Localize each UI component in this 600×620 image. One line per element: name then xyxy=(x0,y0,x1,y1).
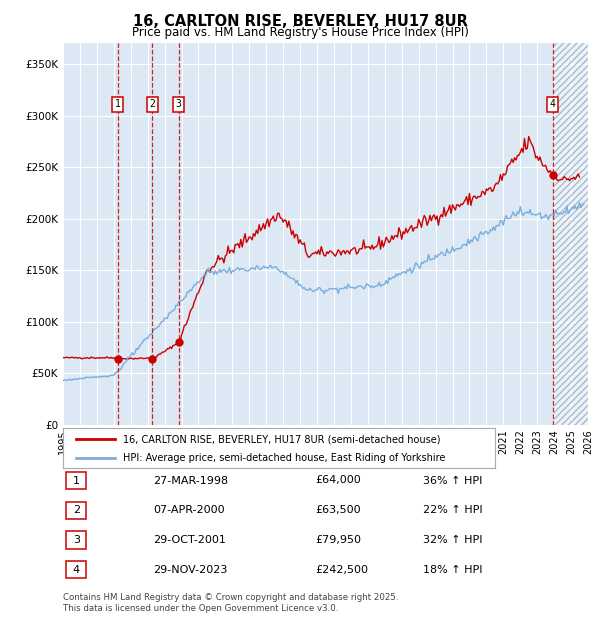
Text: £79,950: £79,950 xyxy=(315,535,361,545)
Text: Price paid vs. HM Land Registry's House Price Index (HPI): Price paid vs. HM Land Registry's House … xyxy=(131,26,469,39)
Text: 2: 2 xyxy=(73,505,80,515)
Text: 07-APR-2000: 07-APR-2000 xyxy=(153,505,224,515)
Text: £242,500: £242,500 xyxy=(315,565,368,575)
Text: 1: 1 xyxy=(115,99,121,109)
Text: 16, CARLTON RISE, BEVERLEY, HU17 8UR: 16, CARLTON RISE, BEVERLEY, HU17 8UR xyxy=(133,14,467,29)
Text: 22% ↑ HPI: 22% ↑ HPI xyxy=(423,505,482,515)
Text: 36% ↑ HPI: 36% ↑ HPI xyxy=(423,476,482,485)
Text: 27-MAR-1998: 27-MAR-1998 xyxy=(153,476,228,485)
Text: 1: 1 xyxy=(73,476,80,485)
Text: 18% ↑ HPI: 18% ↑ HPI xyxy=(423,565,482,575)
Text: Contains HM Land Registry data © Crown copyright and database right 2025.
This d: Contains HM Land Registry data © Crown c… xyxy=(63,593,398,613)
Text: 29-NOV-2023: 29-NOV-2023 xyxy=(153,565,227,575)
Text: 32% ↑ HPI: 32% ↑ HPI xyxy=(423,535,482,545)
Text: 4: 4 xyxy=(550,99,556,109)
Text: 2: 2 xyxy=(149,99,155,109)
Text: 16, CARLTON RISE, BEVERLEY, HU17 8UR (semi-detached house): 16, CARLTON RISE, BEVERLEY, HU17 8UR (se… xyxy=(124,434,441,444)
Text: 4: 4 xyxy=(73,565,80,575)
Text: £64,000: £64,000 xyxy=(315,476,361,485)
Text: 3: 3 xyxy=(73,535,80,545)
Text: £63,500: £63,500 xyxy=(315,505,361,515)
Text: 29-OCT-2001: 29-OCT-2001 xyxy=(153,535,226,545)
Text: HPI: Average price, semi-detached house, East Riding of Yorkshire: HPI: Average price, semi-detached house,… xyxy=(124,453,446,463)
Text: 3: 3 xyxy=(176,99,182,109)
